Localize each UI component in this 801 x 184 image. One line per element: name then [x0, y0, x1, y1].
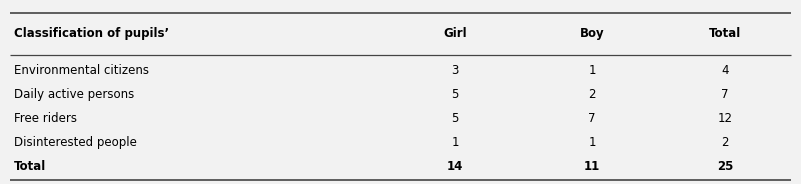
Text: 7: 7 [588, 112, 596, 125]
Text: 1: 1 [588, 136, 596, 149]
Text: 5: 5 [452, 88, 459, 101]
Text: Daily active persons: Daily active persons [14, 88, 134, 101]
Text: Girl: Girl [444, 27, 467, 40]
Text: 12: 12 [718, 112, 732, 125]
Text: 1: 1 [588, 64, 596, 77]
Text: 5: 5 [452, 112, 459, 125]
Text: 25: 25 [717, 160, 733, 173]
Text: 2: 2 [588, 88, 596, 101]
Text: 14: 14 [447, 160, 464, 173]
Text: Classification of pupils’: Classification of pupils’ [14, 27, 169, 40]
Text: 2: 2 [721, 136, 729, 149]
Text: 7: 7 [721, 88, 729, 101]
Text: 1: 1 [452, 136, 459, 149]
Text: Free riders: Free riders [14, 112, 77, 125]
Text: Total: Total [709, 27, 741, 40]
Text: Total: Total [14, 160, 46, 173]
Text: Boy: Boy [580, 27, 604, 40]
Text: 3: 3 [452, 64, 459, 77]
Text: Disinterested people: Disinterested people [14, 136, 136, 149]
Text: Environmental citizens: Environmental citizens [14, 64, 149, 77]
Text: 11: 11 [584, 160, 600, 173]
Text: 4: 4 [721, 64, 729, 77]
